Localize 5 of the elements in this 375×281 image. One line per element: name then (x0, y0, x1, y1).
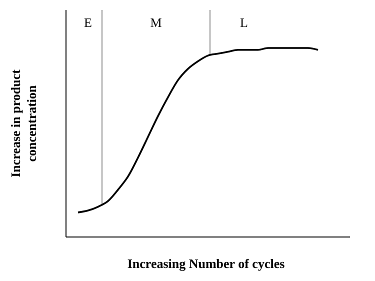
text: M (150, 15, 162, 30)
text: E (84, 15, 92, 30)
text: L (240, 15, 248, 30)
y-axis-title: Increase in product concentration (8, 68, 39, 178)
x-axis-title: Increasing Number of cycles (127, 256, 285, 271)
